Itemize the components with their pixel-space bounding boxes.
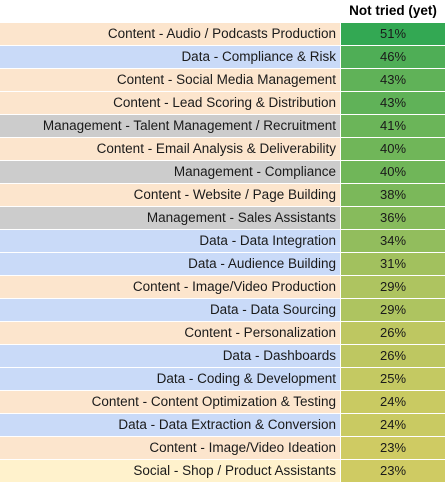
row-value-cell: 43%	[341, 69, 445, 91]
row-label: Data - Data Sourcing	[0, 299, 340, 321]
row-label: Data - Dashboards	[0, 345, 340, 367]
row-label: Data - Coding & Development	[0, 368, 340, 390]
table-row: Content - Image/Video Ideation 23%	[0, 437, 445, 459]
row-label: Content - Lead Scoring & Distribution	[0, 92, 340, 114]
table-row: Content - Personalization 26%	[0, 322, 445, 344]
row-value-cell: 26%	[341, 322, 445, 344]
row-label: Content - Image/Video Ideation	[0, 437, 340, 459]
table-row: Management - Talent Management / Recruit…	[0, 115, 445, 137]
table-row: Content - Lead Scoring & Distribution 43%	[0, 92, 445, 114]
row-label: Data - Data Extraction & Conversion	[0, 414, 340, 436]
table-row: Social - Shop / Product Assistants 23%	[0, 460, 445, 482]
table-row: Data - Dashboards 26%	[0, 345, 445, 367]
table-row: Management - Compliance 40%	[0, 161, 445, 183]
table-row: Data - Coding & Development 25%	[0, 368, 445, 390]
row-label: Data - Data Integration	[0, 230, 340, 252]
table-row: Content - Content Optimization & Testing…	[0, 391, 445, 413]
column-header: Not tried (yet)	[349, 3, 437, 18]
table-row: Data - Data Integration 34%	[0, 230, 445, 252]
table-row: Data - Data Extraction & Conversion 24%	[0, 414, 445, 436]
table-row: Data - Data Sourcing 29%	[0, 299, 445, 321]
row-label: Content - Image/Video Production	[0, 276, 340, 298]
table-row: Content - Image/Video Production 29%	[0, 276, 445, 298]
table-row: Content - Email Analysis & Deliverabilit…	[0, 138, 445, 160]
row-value-cell: 41%	[341, 115, 445, 137]
row-label: Data - Audience Building	[0, 253, 340, 275]
row-value-cell: 40%	[341, 161, 445, 183]
row-value-cell: 25%	[341, 368, 445, 390]
row-label: Management - Sales Assistants	[0, 207, 340, 229]
table-row: Content - Website / Page Building 38%	[0, 184, 445, 206]
table-row: Data - Compliance & Risk 46%	[0, 46, 445, 68]
row-value-cell: 51%	[341, 23, 445, 45]
table-row: Data - Audience Building 31%	[0, 253, 445, 275]
row-label: Social - Shop / Product Assistants	[0, 460, 340, 482]
table-row: Content - Social Media Management 43%	[0, 69, 445, 91]
row-value-cell: 29%	[341, 276, 445, 298]
row-value-cell: 29%	[341, 299, 445, 321]
row-value-cell: 40%	[341, 138, 445, 160]
header-row: Not tried (yet)	[0, 0, 445, 22]
row-label: Management - Talent Management / Recruit…	[0, 115, 340, 137]
row-label: Management - Compliance	[0, 161, 340, 183]
row-label: Content - Content Optimization & Testing	[0, 391, 340, 413]
row-label: Content - Email Analysis & Deliverabilit…	[0, 138, 340, 160]
row-value-cell: 36%	[341, 207, 445, 229]
row-label: Data - Compliance & Risk	[0, 46, 340, 68]
row-value-cell: 23%	[341, 437, 445, 459]
table-row: Content - Audio / Podcasts Production 51%	[0, 23, 445, 45]
row-label: Content - Website / Page Building	[0, 184, 340, 206]
row-value-cell: 43%	[341, 92, 445, 114]
row-value-cell: 26%	[341, 345, 445, 367]
row-value-cell: 34%	[341, 230, 445, 252]
row-value-cell: 24%	[341, 391, 445, 413]
row-label: Content - Social Media Management	[0, 69, 340, 91]
row-label: Content - Audio / Podcasts Production	[0, 23, 340, 45]
row-value-cell: 31%	[341, 253, 445, 275]
row-value-cell: 38%	[341, 184, 445, 206]
row-value-cell: 46%	[341, 46, 445, 68]
row-value-cell: 23%	[341, 460, 445, 482]
row-label: Content - Personalization	[0, 322, 340, 344]
table-row: Management - Sales Assistants 36%	[0, 207, 445, 229]
row-value-cell: 24%	[341, 414, 445, 436]
